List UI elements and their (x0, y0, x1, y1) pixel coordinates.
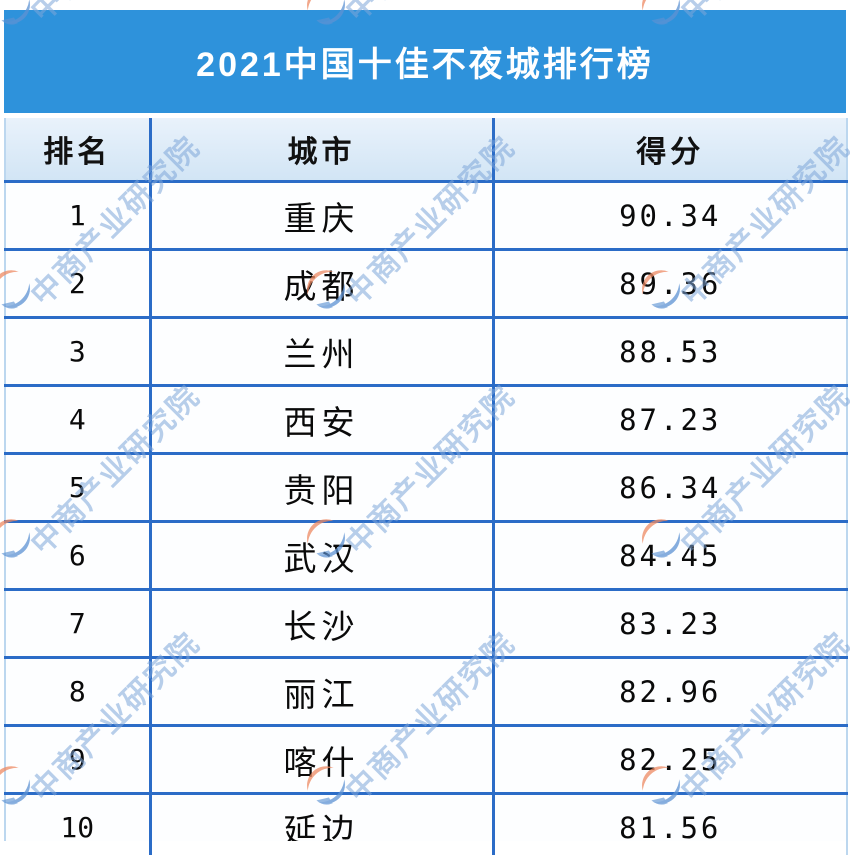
table-row: 8 丽江 82.96 (5, 657, 847, 727)
table-row: 3 兰州 88.53 (5, 317, 847, 387)
column-divider-stub (149, 841, 152, 855)
score-cell: 88.53 (491, 317, 847, 387)
table-row: 5 贵阳 86.34 (5, 453, 847, 523)
score-cell: 82.96 (491, 657, 847, 727)
city-cell: 成都 (148, 249, 493, 319)
city-cell: 丽江 (148, 657, 493, 727)
city-cell: 武汉 (148, 521, 493, 591)
ranking-table: 排名 城市 得分 1 重庆 90.34 2 成都 89.36 3 兰州 88.5… (4, 118, 848, 855)
rank-cell: 8 (5, 657, 150, 727)
table-row: 4 西安 87.23 (5, 385, 847, 455)
table-row: 1 重庆 90.34 (5, 181, 847, 251)
rank-cell: 1 (5, 181, 150, 251)
city-cell: 长沙 (148, 589, 493, 659)
city-cell: 兰州 (148, 317, 493, 387)
column-divider-stub (492, 841, 495, 855)
rank-cell: 4 (5, 385, 150, 455)
header-rank: 排名 (5, 118, 150, 183)
next-row-cutoff (4, 841, 846, 855)
table-header: 排名 城市 得分 (5, 118, 847, 183)
header-score: 得分 (491, 118, 847, 183)
rank-cell: 9 (5, 725, 150, 795)
score-cell: 83.23 (491, 589, 847, 659)
score-cell: 86.34 (491, 453, 847, 523)
table-row: 9 喀什 82.25 (5, 725, 847, 795)
rank-cell: 5 (5, 453, 150, 523)
rank-cell: 7 (5, 589, 150, 659)
table-body: 1 重庆 90.34 2 成都 89.36 3 兰州 88.53 4 西安 87… (5, 181, 847, 855)
city-cell: 贵阳 (148, 453, 493, 523)
rank-cell: 3 (5, 317, 150, 387)
header-city: 城市 (148, 118, 493, 183)
table-row: 2 成都 89.36 (5, 249, 847, 319)
rank-cell: 2 (5, 249, 150, 319)
table-row: 6 武汉 84.45 (5, 521, 847, 591)
city-cell: 喀什 (148, 725, 493, 795)
score-cell: 84.45 (491, 521, 847, 591)
score-cell: 89.36 (491, 249, 847, 319)
city-cell: 重庆 (148, 181, 493, 251)
score-cell: 82.25 (491, 725, 847, 795)
table-row: 7 长沙 83.23 (5, 589, 847, 659)
page-title: 2021中国十佳不夜城排行榜 (196, 46, 654, 84)
rank-cell: 6 (5, 521, 150, 591)
score-cell: 90.34 (491, 181, 847, 251)
title-banner: 2021中国十佳不夜城排行榜 (4, 10, 846, 113)
city-cell: 西安 (148, 385, 493, 455)
score-cell: 87.23 (491, 385, 847, 455)
header-row: 排名 城市 得分 (5, 118, 847, 183)
